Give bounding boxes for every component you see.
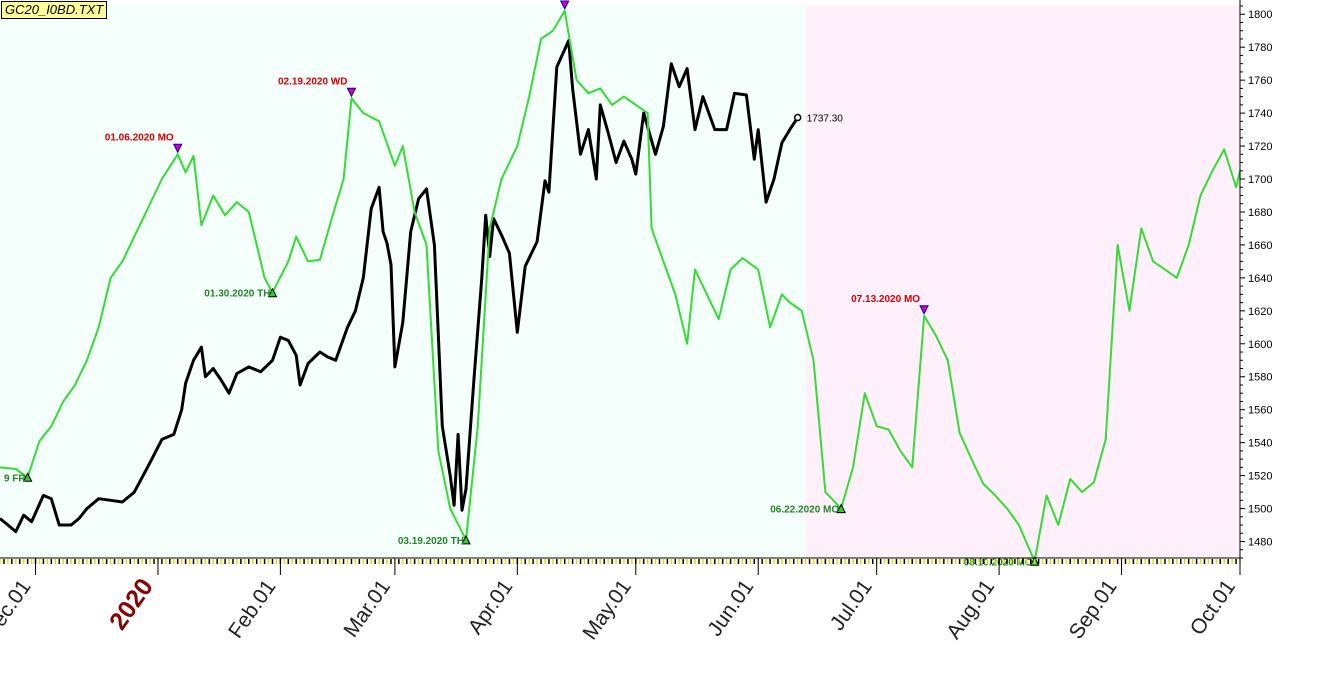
- high-marker: [919, 305, 929, 315]
- y-tick-label: 1720: [1248, 141, 1272, 153]
- y-tick-label: 1520: [1248, 471, 1272, 483]
- low-marker: [836, 503, 846, 514]
- y-tick-label: 1800: [1248, 9, 1272, 21]
- high-marker: [172, 143, 183, 154]
- y-tick-label: 1620: [1248, 306, 1272, 318]
- x-tick-label: Feb.01: [224, 576, 280, 643]
- high-marker: [559, 0, 570, 11]
- low-marker: [22, 472, 33, 482]
- high-label: 02.19.2020 WD: [278, 76, 348, 87]
- actual-price-line: [0, 39, 799, 534]
- y-tick-label: 1560: [1248, 405, 1272, 417]
- y-tick-label: 1780: [1248, 42, 1272, 54]
- y-tick-label: 1700: [1248, 174, 1272, 186]
- y-tick-label: 1640: [1248, 273, 1272, 285]
- x-tick-label: Apr.01: [464, 576, 518, 639]
- high-label: 01.06.2020 MO: [105, 132, 174, 143]
- low-label: 08.10.2020 MO: [964, 557, 1033, 568]
- low-label: 06.22.2020 MO: [770, 505, 839, 516]
- x-tick-label: Dec.01: [0, 576, 36, 644]
- x-tick-label: Sep.01: [1065, 576, 1122, 644]
- y-tick-label: 1740: [1248, 108, 1272, 120]
- forecast-line: [0, 9, 1241, 563]
- high-marker: [346, 87, 357, 98]
- x-tick-label: Aug.01: [942, 576, 999, 644]
- last-price-label: 1737.30: [807, 114, 844, 125]
- low-marker: [461, 534, 471, 545]
- low-label: 03.19.2020 TH: [398, 536, 464, 547]
- low-label: 9 FR: [4, 473, 26, 484]
- y-tick-label: 1500: [1248, 504, 1272, 516]
- shaded-region-2: [805, 6, 1240, 558]
- low-marker: [267, 287, 278, 298]
- y-tick-label: 1580: [1248, 372, 1272, 384]
- file-name-label: GC20_I0BD.TXT: [1, 1, 108, 19]
- x-tick-label: Jun.01: [703, 576, 758, 641]
- x-tick-label: 2020: [104, 573, 159, 635]
- y-tick-label: 1660: [1248, 240, 1272, 252]
- y-tick-label: 1760: [1248, 75, 1272, 87]
- last-price-marker: [793, 113, 802, 122]
- x-tick-label: Mar.01: [339, 576, 395, 642]
- y-tick-label: 1480: [1248, 537, 1272, 549]
- low-label: 01.30.2020 TH: [204, 289, 270, 300]
- x-tick-label: May.01: [578, 576, 635, 644]
- x-tick-label: Oct.01: [1186, 576, 1240, 640]
- shaded-region-1: [0, 6, 806, 558]
- y-tick-label: 1540: [1248, 438, 1272, 450]
- y-tick-label: 1680: [1248, 207, 1272, 219]
- high-label: 07.13.2020 MO: [851, 294, 920, 305]
- y-tick-label: 1600: [1248, 339, 1272, 351]
- x-tick-label: Jul.01: [826, 576, 877, 635]
